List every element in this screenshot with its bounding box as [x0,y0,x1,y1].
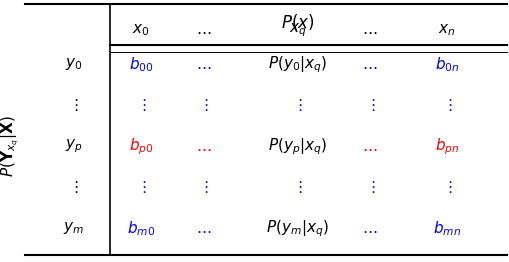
Text: $x_0$: $x_0$ [132,22,149,37]
Text: $\vdots$: $\vdots$ [292,97,302,113]
Text: $\vdots$: $\vdots$ [68,97,78,113]
Text: $\ldots$: $\ldots$ [361,139,377,154]
Text: $x_q$: $x_q$ [288,21,306,39]
Text: $P(y_0|x_q)$: $P(y_0|x_q)$ [267,54,327,75]
Text: $\vdots$: $\vdots$ [135,179,146,195]
Text: $\ldots$: $\ldots$ [361,57,377,72]
Text: $\ldots$: $\ldots$ [195,139,211,154]
Text: $\vdots$: $\vdots$ [441,179,451,195]
Text: $P(\mathbf{Y}_{x_q} | \mathbf{X})$: $P(\mathbf{Y}_{x_q} | \mathbf{X})$ [0,116,21,177]
Text: $b_{mn}$: $b_{mn}$ [432,219,460,238]
Text: $\vdots$: $\vdots$ [364,179,374,195]
Text: $\vdots$: $\vdots$ [68,179,78,195]
Text: $P(x)$: $P(x)$ [280,12,314,32]
Text: $x_n$: $x_n$ [437,22,455,37]
Text: $b_{m0}$: $b_{m0}$ [127,219,155,238]
Text: $b_{0n}$: $b_{0n}$ [434,55,458,74]
Text: $\vdots$: $\vdots$ [292,179,302,195]
Text: $\ldots$: $\ldots$ [195,57,211,72]
Text: $\ldots$: $\ldots$ [361,221,377,236]
Text: $\vdots$: $\vdots$ [135,97,146,113]
Text: $\ldots$: $\ldots$ [195,221,211,236]
Text: $\ldots$: $\ldots$ [195,22,211,37]
Text: $\vdots$: $\vdots$ [198,97,208,113]
Text: $\vdots$: $\vdots$ [364,97,374,113]
Text: $\vdots$: $\vdots$ [198,179,208,195]
Text: $y_0$: $y_0$ [65,56,82,72]
Text: $\vdots$: $\vdots$ [441,97,451,113]
Text: $y_p$: $y_p$ [65,138,82,155]
Text: $b_{00}$: $b_{00}$ [128,55,153,74]
Text: $\ldots$: $\ldots$ [361,22,377,37]
Text: $P(y_p|x_q)$: $P(y_p|x_q)$ [267,136,327,157]
Text: $P(y_m|x_q)$: $P(y_m|x_q)$ [266,218,328,239]
Text: $y_m$: $y_m$ [63,220,84,236]
Text: $b_{pn}$: $b_{pn}$ [434,136,458,157]
Text: $b_{p0}$: $b_{p0}$ [128,136,153,157]
